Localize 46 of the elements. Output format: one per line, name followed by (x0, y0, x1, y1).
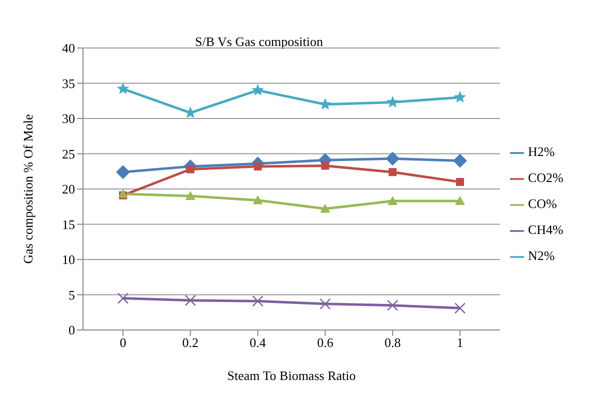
point (454, 302, 466, 314)
point (117, 292, 129, 304)
point (388, 168, 397, 176)
point (184, 294, 196, 306)
x-tick-label: 0.2 (182, 335, 199, 350)
point (454, 90, 466, 103)
y-tick-label: 15 (62, 216, 75, 232)
x-tick-label: 0.8 (384, 335, 401, 350)
point (185, 191, 196, 200)
y-axis-title: Gas composition % Of Mole (20, 114, 36, 264)
y-tick-label: 40 (62, 40, 75, 56)
point (116, 82, 130, 94)
y-tick-label: 20 (62, 182, 75, 197)
x-tick-label: 0.6 (317, 335, 334, 350)
y-tick-label: 0 (68, 322, 75, 338)
y-tick-label: 30 (62, 111, 75, 126)
x-axis-title: Steam To Biomass Ratio (227, 368, 356, 383)
point (118, 188, 128, 198)
point (321, 162, 330, 170)
point (386, 96, 399, 108)
x-tick-label: 0.4 (250, 335, 266, 350)
x-tick-label: 1 (456, 335, 464, 350)
legend-label: CH4% (528, 222, 564, 237)
point (386, 152, 400, 166)
y-tick-label: 10 (62, 252, 75, 268)
point (116, 165, 130, 180)
point (252, 295, 264, 307)
legend-label: CO% (528, 196, 557, 211)
legend-label: H2% (528, 144, 555, 159)
point (320, 204, 330, 213)
point (455, 196, 465, 205)
point (453, 154, 467, 168)
chart-title: S/B Vs Gas composition (195, 34, 323, 49)
point (387, 300, 398, 311)
point (320, 298, 331, 310)
point (319, 98, 332, 110)
point (388, 196, 398, 205)
y-tick-label: 25 (62, 146, 75, 162)
point (456, 178, 464, 186)
y-tick-label: 5 (68, 287, 75, 302)
legend-label: CO2% (528, 170, 564, 185)
x-tick-label: 0 (120, 335, 126, 350)
legend-label: N2% (528, 248, 555, 263)
point (252, 195, 263, 204)
point (252, 84, 264, 96)
y-tick-label: 35 (62, 76, 75, 91)
